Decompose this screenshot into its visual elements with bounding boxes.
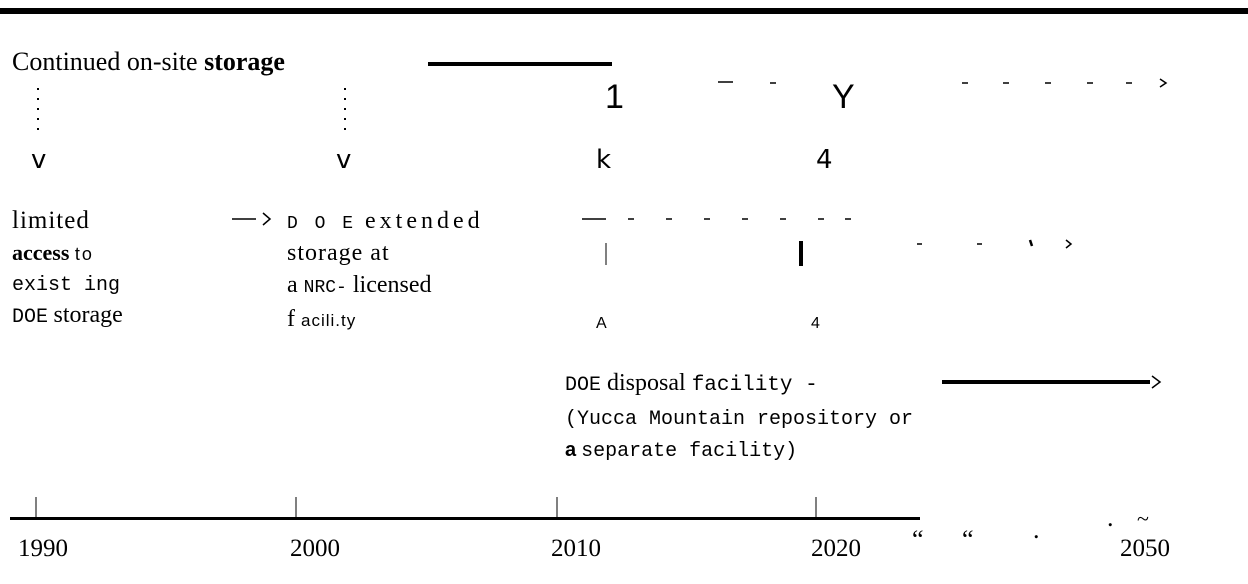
text: NRC- (304, 278, 347, 298)
stage-2-text: a NRC- licensed (287, 272, 432, 298)
stage-2-text: f acili.ty (287, 306, 356, 332)
year-label: 2010 (551, 535, 601, 562)
text: access (12, 240, 70, 265)
dotted-arrows (37, 88, 346, 135)
mark: Y (832, 78, 855, 116)
tick (799, 241, 803, 266)
arrow (232, 212, 272, 226)
stage-3-text: a separate facility) (565, 439, 797, 463)
mark: A (596, 315, 607, 332)
text: extended (365, 208, 484, 234)
stage-1-text: access to (12, 240, 94, 265)
gap-mark: . (1107, 503, 1114, 532)
arrow-label: 4 (816, 145, 833, 175)
text: disposal (607, 370, 686, 396)
axis-line (10, 517, 920, 520)
text: to (75, 244, 94, 264)
text: a (565, 439, 577, 461)
arrow-label: k (596, 145, 611, 175)
gap-mark: “ (912, 525, 924, 554)
gap-mark: . (1033, 515, 1040, 544)
text: storage (54, 302, 123, 328)
text: facility - (692, 374, 818, 397)
tilde: ~ (1137, 506, 1149, 531)
text: a (287, 272, 298, 298)
gap-mark: “ (962, 525, 974, 554)
text: storage (204, 47, 285, 76)
stage-1-text: exist ing (12, 274, 120, 297)
text: separate facility) (581, 440, 797, 463)
text: f (287, 306, 295, 332)
stage-1-text: DOE storage (12, 302, 123, 329)
stage-3-title: DOE disposal facility - (565, 370, 818, 397)
text: acili.ty (301, 311, 356, 330)
text: licensed (353, 272, 432, 298)
stage-2-text: storage at (287, 240, 390, 266)
mark: 1 (605, 78, 624, 116)
axis-ticks (35, 497, 817, 518)
dashes (718, 78, 1168, 88)
arrowhead (1151, 375, 1162, 389)
arrow-label: v (31, 145, 46, 175)
stage-1-text: limited (12, 207, 90, 234)
mark: 4 (811, 315, 820, 332)
top-rule (0, 8, 1248, 14)
text: DOE (565, 374, 601, 397)
bar (428, 62, 612, 66)
text: Continued on-site (12, 47, 198, 76)
storage-label: Continued on-site storage (12, 47, 285, 76)
text: DOE (12, 306, 48, 329)
arrow-label: v (336, 145, 351, 175)
year-label: 2050 (1120, 535, 1170, 562)
year-label: 2020 (811, 535, 861, 562)
year-label: 2000 (290, 535, 340, 562)
dashes (917, 239, 1073, 249)
stage-3-text: (Yucca Mountain repository or (565, 408, 913, 431)
text: D O E (287, 214, 356, 234)
stage-2-text: D O E extended (287, 208, 484, 234)
year-label: 1990 (18, 535, 68, 562)
bar (942, 380, 1150, 384)
